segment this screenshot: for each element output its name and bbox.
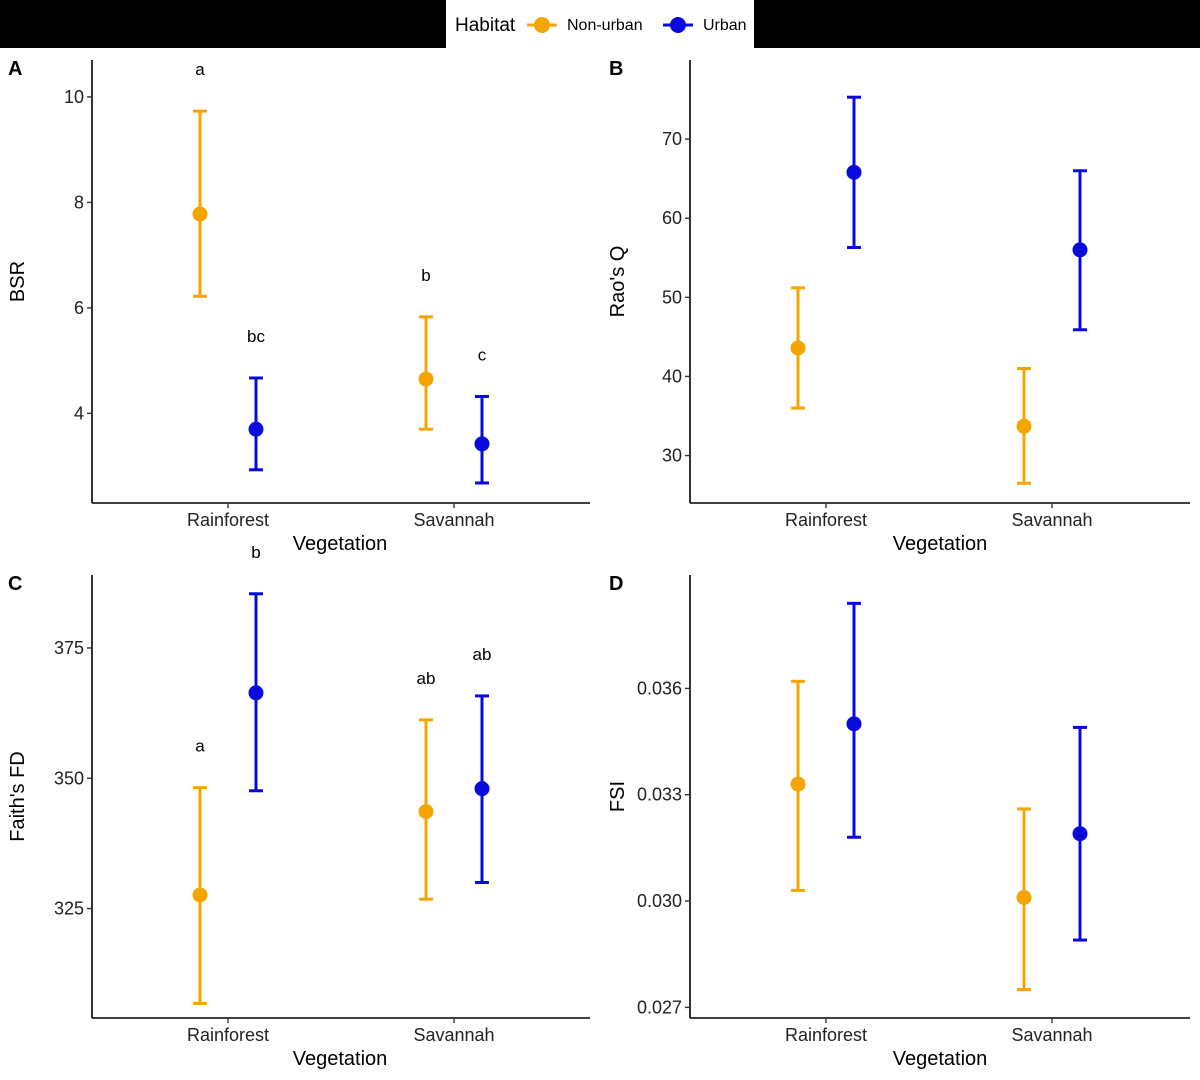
legend-key-dot-urban bbox=[670, 17, 686, 33]
point-nonurban-rainforest bbox=[192, 206, 208, 222]
point-nonurban-rainforest bbox=[790, 340, 806, 356]
y-tick-label: 350 bbox=[54, 768, 84, 788]
y-tick-label: 325 bbox=[54, 899, 84, 919]
x-tick-label: Savannah bbox=[1011, 510, 1092, 530]
y-tick-label: 0.033 bbox=[637, 785, 682, 805]
panel-c: C 325 350 375 Rainforest Savannah Vegetation Fa… bbox=[7, 543, 590, 1070]
point-nonurban-rainforest bbox=[192, 887, 208, 903]
y-tick-label: 8 bbox=[74, 192, 84, 212]
y-axis-title: Rao's Q bbox=[607, 246, 629, 318]
y-axis-title: BSR bbox=[7, 261, 29, 302]
legend-title: Habitat bbox=[455, 15, 516, 36]
panel-b: B 30 40 50 60 70 Rainforest Savannah Vegetation R… bbox=[607, 58, 1190, 555]
y-tick-label: 375 bbox=[54, 638, 84, 658]
y-tick-label: 60 bbox=[662, 208, 682, 228]
point-urban-savannah bbox=[474, 436, 490, 452]
y-tick-label: 30 bbox=[662, 446, 682, 466]
x-axis-title: Vegetation bbox=[893, 533, 988, 555]
y-tick-label: 0.036 bbox=[637, 678, 682, 698]
significance-letter-nonurban-savannah: ab bbox=[417, 669, 436, 688]
point-urban-savannah bbox=[1072, 826, 1088, 842]
panel-label: B bbox=[609, 58, 623, 80]
significance-letter-urban-savannah: ab bbox=[473, 645, 492, 664]
significance-letter-urban-savannah: c bbox=[478, 345, 487, 364]
x-tick-label: Rainforest bbox=[785, 1025, 867, 1045]
point-urban-rainforest bbox=[248, 685, 264, 701]
x-axis-title: Vegetation bbox=[293, 1048, 388, 1070]
significance-letter-nonurban-rainforest: a bbox=[195, 737, 205, 756]
x-tick-label: Savannah bbox=[413, 510, 494, 530]
x-tick-label: Rainforest bbox=[187, 510, 269, 530]
legend-key-dot-nonurban bbox=[534, 17, 550, 33]
point-urban-rainforest bbox=[248, 421, 264, 437]
significance-letter-nonurban-savannah: b bbox=[421, 266, 430, 285]
x-axis-title: Vegetation bbox=[293, 533, 388, 555]
significance-letter-nonurban-rainforest: a bbox=[195, 60, 205, 79]
point-nonurban-savannah bbox=[418, 371, 434, 387]
legend: Habitat Non-urban Urban bbox=[446, 0, 754, 48]
y-tick-label: 6 bbox=[74, 298, 84, 318]
point-urban-savannah bbox=[474, 781, 490, 797]
x-tick-label: Savannah bbox=[1011, 1025, 1092, 1045]
y-axis-title: FSI bbox=[607, 781, 629, 812]
y-tick-label: 50 bbox=[662, 287, 682, 307]
x-tick-label: Rainforest bbox=[187, 1025, 269, 1045]
point-nonurban-rainforest bbox=[790, 776, 806, 792]
point-nonurban-savannah bbox=[418, 804, 434, 820]
x-tick-label: Savannah bbox=[413, 1025, 494, 1045]
significance-letter-urban-rainforest: bc bbox=[247, 327, 265, 346]
y-tick-label: 0.027 bbox=[637, 997, 682, 1017]
x-tick-label: Rainforest bbox=[785, 510, 867, 530]
y-axis-title: Faith's FD bbox=[7, 751, 29, 842]
panel-label: D bbox=[609, 573, 623, 595]
y-tick-label: 70 bbox=[662, 129, 682, 149]
legend-label-urban: Urban bbox=[703, 17, 747, 34]
significance-letter-urban-rainforest: b bbox=[251, 543, 260, 562]
y-tick-label: 4 bbox=[74, 403, 84, 423]
point-nonurban-savannah bbox=[1016, 890, 1032, 906]
legend-box bbox=[446, 0, 754, 48]
x-axis-title: Vegetation bbox=[893, 1048, 988, 1070]
point-urban-rainforest bbox=[846, 164, 862, 180]
panel-label: C bbox=[8, 573, 22, 595]
point-nonurban-savannah bbox=[1016, 418, 1032, 434]
y-tick-label: 40 bbox=[662, 366, 682, 386]
panel-label: A bbox=[8, 58, 22, 80]
y-tick-label: 0.030 bbox=[637, 891, 682, 911]
point-urban-savannah bbox=[1072, 242, 1088, 258]
panel-a: A 4 6 8 10 Rainforest Savannah Vegetation BSR a b b… bbox=[7, 58, 590, 555]
y-tick-label: 10 bbox=[64, 87, 84, 107]
point-urban-rainforest bbox=[846, 716, 862, 732]
panel-d: D 0.027 0.030 0.033 0.036 Rainforest Savannah V… bbox=[607, 573, 1190, 1070]
legend-label-nonurban: Non-urban bbox=[567, 17, 643, 34]
